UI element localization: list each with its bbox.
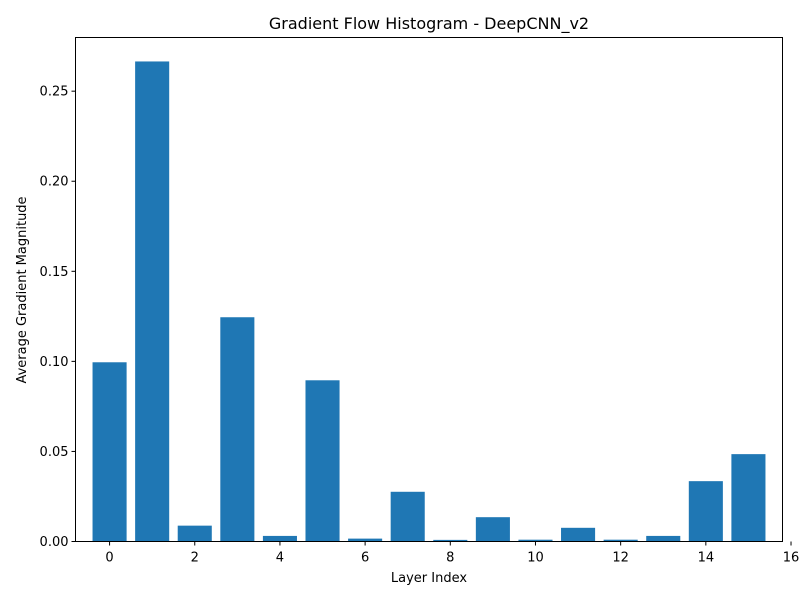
x-tick-label-4: 4 (276, 551, 284, 566)
x-tick-label-14: 14 (698, 551, 715, 566)
bar-layer-5 (305, 380, 340, 542)
bar-layer-13 (646, 535, 681, 542)
bar-layer-0 (92, 362, 127, 542)
x-tick-label-2: 2 (191, 551, 199, 566)
bar-layer-9 (475, 517, 510, 542)
bar-layer-10 (518, 539, 553, 542)
bar-layer-2 (177, 525, 212, 542)
bars-layer (92, 61, 766, 542)
y-axis-label: Average Gradient Magnitude (15, 196, 30, 383)
y-tick-label-5: 0.25 (40, 85, 69, 100)
bar-layer-11 (561, 527, 596, 542)
x-tick-label-16: 16 (783, 551, 800, 566)
x-axis-label: Layer Index (391, 571, 467, 586)
y-tick-label-2: 0.10 (40, 355, 69, 370)
bar-layer-4 (262, 535, 297, 542)
bar-layer-15 (731, 454, 766, 542)
x-tick-label-0: 0 (105, 551, 113, 566)
x-tick-label-10: 10 (527, 551, 544, 566)
y-tick-label-1: 0.05 (40, 445, 69, 460)
x-tick-label-12: 12 (612, 551, 629, 566)
y-tick-label-3: 0.15 (40, 265, 69, 280)
ticks-layer: 0 2 4 6 8 10 12 14 16 0.00 0.05 0.10 0.15 0.20 0.25 (40, 85, 800, 566)
bar-layer-1 (135, 61, 170, 542)
bar-layer-3 (220, 317, 255, 542)
plot-frame (75, 37, 783, 542)
chart-title: Gradient Flow Histogram - DeepCNN_v2 (269, 14, 589, 34)
bar-layer-6 (348, 538, 383, 542)
y-tick-label-0: 0.00 (40, 535, 69, 550)
bar-layer-8 (433, 539, 468, 542)
bar-layer-14 (688, 481, 723, 542)
y-tick-label-4: 0.20 (40, 175, 69, 190)
x-tick-label-8: 8 (446, 551, 454, 566)
bar-layer-7 (390, 491, 425, 542)
bar-layer-12 (603, 539, 638, 542)
x-tick-label-6: 6 (361, 551, 369, 566)
